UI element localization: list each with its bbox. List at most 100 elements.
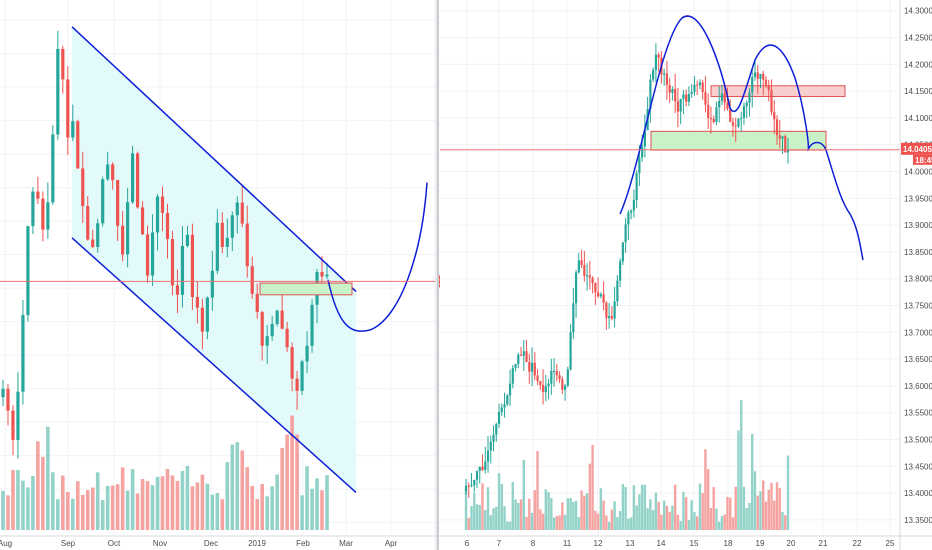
- left-candle[interactable]: [190, 234, 195, 297]
- right-candle[interactable]: [569, 332, 572, 370]
- right-candle[interactable]: [602, 294, 605, 303]
- right-candle[interactable]: [641, 146, 644, 158]
- left-candle[interactable]: [165, 212, 170, 240]
- right-candle[interactable]: [685, 94, 688, 102]
- left-candles[interactable]: [1, 30, 329, 459]
- left-candle[interactable]: [245, 223, 249, 267]
- left-candle[interactable]: [310, 304, 314, 346]
- right-candle[interactable]: [566, 369, 569, 386]
- left-candle[interactable]: [325, 274, 329, 277]
- right-candle[interactable]: [649, 79, 652, 109]
- left-candle[interactable]: [96, 223, 100, 247]
- left-candle[interactable]: [26, 226, 30, 316]
- left-candle[interactable]: [21, 315, 25, 392]
- left-candle[interactable]: [305, 345, 309, 362]
- right-candle[interactable]: [561, 379, 564, 390]
- right-candle[interactable]: [654, 54, 657, 70]
- left-candle[interactable]: [106, 164, 110, 180]
- right-candle[interactable]: [632, 199, 635, 211]
- left-candle[interactable]: [71, 121, 75, 138]
- right-candle[interactable]: [583, 264, 586, 276]
- left-candle[interactable]: [285, 328, 289, 348]
- right-candle[interactable]: [528, 361, 531, 372]
- right-candle[interactable]: [517, 354, 520, 365]
- left-candle[interactable]: [135, 153, 140, 208]
- right-candle[interactable]: [621, 242, 624, 262]
- left-candle[interactable]: [265, 336, 269, 346]
- left-candle[interactable]: [150, 232, 155, 276]
- right-candle[interactable]: [773, 111, 776, 120]
- left-candle[interactable]: [145, 234, 150, 276]
- right-candle[interactable]: [756, 72, 759, 79]
- right-candle[interactable]: [663, 73, 666, 75]
- right-candle[interactable]: [709, 118, 713, 120]
- left-candle[interactable]: [31, 191, 35, 227]
- right-candle[interactable]: [503, 404, 506, 408]
- left-candle[interactable]: [230, 215, 234, 238]
- right-candle[interactable]: [723, 93, 726, 103]
- left-candle[interactable]: [121, 225, 125, 255]
- right-candle[interactable]: [638, 157, 641, 174]
- right-candle[interactable]: [696, 84, 699, 86]
- right-candle[interactable]: [762, 73, 765, 80]
- right-candle[interactable]: [734, 125, 737, 127]
- right-candle[interactable]: [784, 136, 787, 153]
- right-candle[interactable]: [610, 316, 613, 319]
- left-candle[interactable]: [46, 202, 50, 230]
- right-candle[interactable]: [759, 73, 762, 79]
- left-candle[interactable]: [185, 234, 190, 246]
- right-candle[interactable]: [594, 283, 597, 293]
- right-candle[interactable]: [624, 224, 627, 243]
- left-candle[interactable]: [200, 307, 204, 332]
- right-candle[interactable]: [470, 485, 473, 487]
- left-candle[interactable]: [215, 222, 219, 271]
- left-candle[interactable]: [220, 222, 224, 247]
- right-candle[interactable]: [786, 150, 790, 153]
- right-candle[interactable]: [775, 119, 779, 136]
- right-candle[interactable]: [467, 485, 470, 487]
- left-candle[interactable]: [180, 245, 185, 295]
- right-candle[interactable]: [674, 88, 677, 102]
- right-projection-curve[interactable]: [619, 15, 864, 261]
- right-candle[interactable]: [541, 385, 545, 393]
- right-candle[interactable]: [627, 212, 630, 225]
- right-candle[interactable]: [500, 407, 503, 413]
- left-candle[interactable]: [155, 196, 160, 233]
- right-candle[interactable]: [495, 424, 498, 435]
- left-candle[interactable]: [320, 271, 324, 277]
- right-chart-panel[interactable]: 14.30000 14.25000 14.20000 14.15000 14.10000…: [440, 0, 932, 550]
- right-candle[interactable]: [464, 485, 468, 492]
- left-candle[interactable]: [250, 266, 254, 294]
- right-candle[interactable]: [665, 73, 669, 86]
- right-candle[interactable]: [682, 94, 685, 99]
- right-candle[interactable]: [687, 93, 691, 102]
- right-candle[interactable]: [481, 466, 484, 470]
- right-candle[interactable]: [767, 85, 770, 91]
- right-candle[interactable]: [770, 90, 773, 112]
- channel-upper-line[interactable]: [71, 26, 357, 292]
- right-candle[interactable]: [781, 136, 784, 139]
- right-candle[interactable]: [657, 54, 660, 58]
- right-candle[interactable]: [731, 121, 735, 126]
- right-candle[interactable]: [740, 117, 743, 119]
- right-candle[interactable]: [616, 280, 619, 302]
- right-candle[interactable]: [715, 107, 718, 123]
- right-candle[interactable]: [679, 98, 682, 112]
- right-candle[interactable]: [508, 383, 512, 396]
- left-candle[interactable]: [175, 285, 180, 295]
- left-candle[interactable]: [205, 297, 209, 332]
- right-candle[interactable]: [522, 351, 525, 356]
- right-candle[interactable]: [572, 303, 575, 333]
- left-candle[interactable]: [6, 388, 10, 411]
- right-candle[interactable]: [525, 351, 528, 362]
- right-candle[interactable]: [555, 370, 558, 376]
- left-candle[interactable]: [91, 239, 95, 247]
- right-candle[interactable]: [511, 368, 514, 384]
- right-candle[interactable]: [742, 106, 746, 118]
- right-candle[interactable]: [619, 261, 622, 281]
- right-resistance-zone[interactable]: [710, 85, 846, 97]
- right-candle[interactable]: [478, 466, 481, 471]
- right-candle[interactable]: [652, 69, 655, 80]
- right-candle[interactable]: [778, 135, 781, 139]
